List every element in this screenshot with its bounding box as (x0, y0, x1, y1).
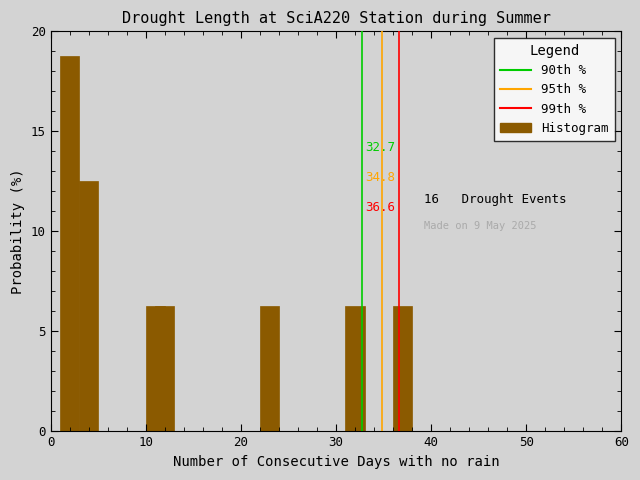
Legend: 90th %, 95th %, 99th %, Histogram: 90th %, 95th %, 99th %, Histogram (494, 38, 615, 141)
Text: 16   Drought Events: 16 Drought Events (424, 193, 567, 206)
Text: 32.7: 32.7 (365, 142, 396, 155)
Bar (260, 306, 279, 432)
Bar (79, 181, 98, 432)
Bar (346, 306, 365, 432)
Title: Drought Length at SciA220 Station during Summer: Drought Length at SciA220 Station during… (122, 11, 550, 26)
Bar (60, 57, 79, 432)
Y-axis label: Probability (%): Probability (%) (11, 168, 25, 294)
X-axis label: Number of Consecutive Days with no rain: Number of Consecutive Days with no rain (173, 455, 499, 469)
Text: 36.6: 36.6 (365, 202, 396, 215)
Text: 34.8: 34.8 (365, 171, 396, 184)
Text: Made on 9 May 2025: Made on 9 May 2025 (424, 221, 537, 231)
Bar (146, 306, 164, 432)
Bar (393, 306, 412, 432)
Bar (155, 306, 174, 432)
